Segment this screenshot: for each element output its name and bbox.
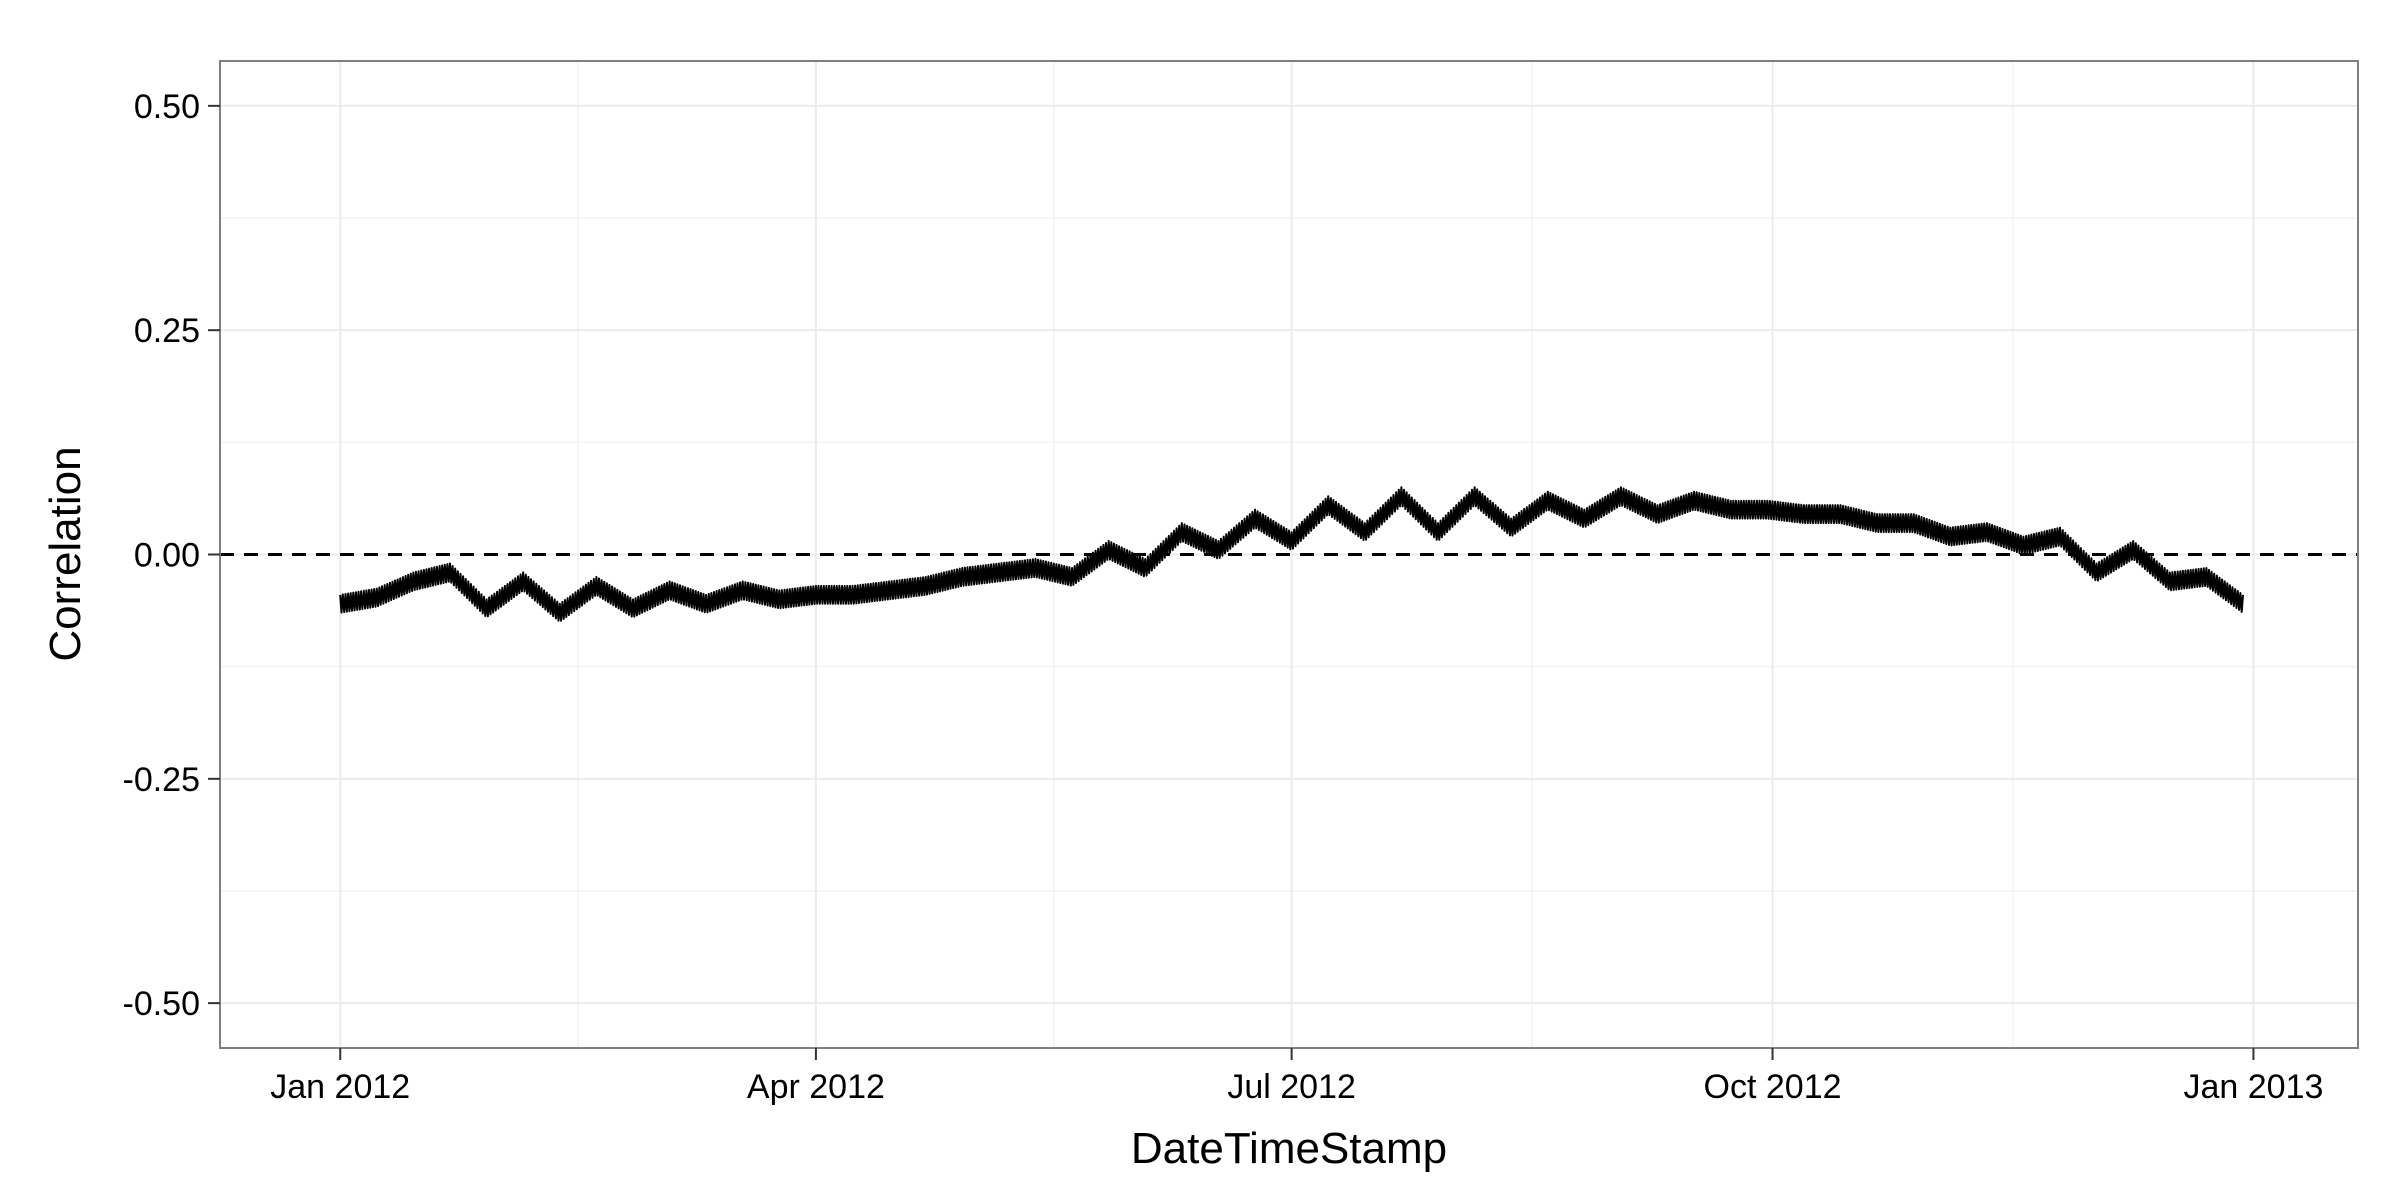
x-axis-title: DateTimeStamp bbox=[1131, 1124, 1447, 1173]
x-axis: Jan 2012 Apr 2012 Jul 2012 Oct 2012 Jan 2013 bbox=[270, 1048, 2323, 1106]
x-tick-label: Jan 2013 bbox=[2183, 1068, 2323, 1106]
x-tick-label: Apr 2012 bbox=[747, 1068, 885, 1106]
x-tick-label: Jul 2012 bbox=[1227, 1068, 1356, 1106]
series-line-group bbox=[339, 486, 2244, 622]
y-tick-label: -0.25 bbox=[123, 761, 201, 799]
y-tick-label: 0.25 bbox=[134, 312, 200, 350]
y-axis: 0.50 0.25 0.00 -0.25 -0.50 bbox=[123, 88, 220, 1023]
series-line bbox=[339, 486, 2244, 622]
y-axis-title: Correlation bbox=[41, 446, 90, 661]
y-tick-label: 0.00 bbox=[134, 537, 200, 575]
x-tick-label: Oct 2012 bbox=[1704, 1068, 1842, 1106]
y-tick-label: -0.50 bbox=[123, 985, 201, 1023]
x-tick-label: Jan 2012 bbox=[270, 1068, 410, 1106]
y-tick-label: 0.50 bbox=[134, 88, 200, 126]
